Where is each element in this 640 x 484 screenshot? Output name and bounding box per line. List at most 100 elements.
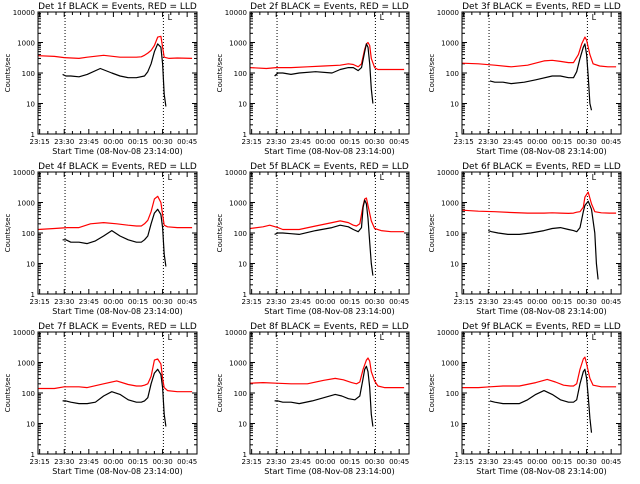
x-tick-label: 00:15 (128, 138, 148, 146)
y-tick-label: 10000 (225, 9, 247, 17)
x-tick-label: 23:45 (503, 458, 523, 466)
x-axis-label: Start Time (08-Nov-08 23:14:00) (264, 307, 394, 316)
x-axis-label: Start Time (08-Nov-08 23:14:00) (52, 147, 182, 156)
series-lld-line (462, 36, 617, 68)
plot-frame (249, 171, 410, 295)
x-axis-label: Start Time (08-Nov-08 23:14:00) (476, 147, 606, 156)
x-tick-label: 00:30 (576, 458, 596, 466)
y-tick-label: 10 (238, 101, 247, 109)
y-tick-label: 100 (234, 230, 247, 238)
flag-glyph: L (380, 173, 385, 182)
plot-frame (461, 331, 622, 455)
x-tick-label: 23:45 (79, 458, 99, 466)
x-tick-label: 23:45 (291, 298, 311, 306)
y-tick-label: 10000 (13, 9, 35, 17)
flag-glyph: L (380, 13, 385, 22)
x-tick-label: 23:15 (454, 138, 474, 146)
series-lld-line (250, 197, 405, 233)
y-tick-label: 10000 (13, 169, 35, 177)
y-tick-label: 1 (243, 451, 247, 459)
x-tick-label: 23:15 (454, 458, 474, 466)
y-tick-label: 1000 (17, 200, 35, 208)
y-tick-label: 100 (446, 70, 459, 78)
panel-title: Det 8f BLACK = Events, RED = LLD (250, 322, 409, 332)
y-tick-label: 1 (243, 131, 247, 139)
x-tick-label: 00:15 (340, 458, 360, 466)
x-tick-label: 23:15 (30, 298, 50, 306)
x-tick-label: 00:30 (576, 298, 596, 306)
flag-glyph: L (592, 333, 597, 342)
plot-frame (37, 171, 198, 295)
x-tick-label: 00:30 (576, 138, 596, 146)
series-events-line (62, 43, 167, 107)
x-tick-label: 23:30 (54, 458, 74, 466)
x-axis-label: Start Time (08-Nov-08 23:14:00) (476, 307, 606, 316)
y-tick-label: 1000 (229, 200, 247, 208)
y-tick-label: 1000 (229, 40, 247, 48)
x-tick-label: 00:00 (315, 458, 335, 466)
series-lld-line (462, 356, 617, 389)
x-tick-label: 00:15 (552, 298, 572, 306)
x-axis-label: Start Time (08-Nov-08 23:14:00) (476, 467, 606, 476)
panel-det-6f: Det 6f BLACK = Events, RED = LLD Counts/s… (428, 162, 622, 316)
series-lld-line (250, 41, 405, 71)
y-tick-label: 1000 (17, 360, 35, 368)
y-tick-label: 1 (31, 131, 35, 139)
y-tick-label: 100 (446, 230, 459, 238)
panel-det-7f: Det 7f BLACK = Events, RED = LLD Counts/s… (4, 322, 198, 476)
x-tick-label: 23:30 (54, 298, 74, 306)
y-tick-label: 10000 (437, 329, 459, 337)
x-tick-label: 00:45 (389, 138, 409, 146)
x-tick-label: 00:00 (315, 298, 335, 306)
y-tick-label: 1 (455, 131, 459, 139)
flag-glyph: L (168, 13, 173, 22)
y-tick-label: 1000 (441, 200, 459, 208)
series-events-line (489, 368, 593, 433)
x-tick-label: 23:45 (291, 458, 311, 466)
y-tick-label: 10000 (437, 9, 459, 17)
plot-frame (461, 11, 622, 135)
y-axis-label: Counts/sec (4, 214, 12, 253)
y-tick-label: 10 (238, 261, 247, 269)
x-tick-label: 23:30 (478, 298, 498, 306)
x-tick-label: 00:30 (364, 138, 384, 146)
x-tick-label: 23:30 (266, 138, 286, 146)
x-tick-label: 23:15 (242, 458, 262, 466)
y-tick-label: 10000 (13, 329, 35, 337)
plot-frame (249, 11, 410, 135)
x-tick-label: 00:30 (152, 458, 172, 466)
x-tick-label: 00:00 (527, 458, 547, 466)
panel-title: Det 1f BLACK = Events, RED = LLD (38, 2, 197, 12)
series-events-line (489, 43, 593, 111)
series-events-line (62, 368, 167, 427)
x-axis-label: Start Time (08-Nov-08 23:14:00) (264, 147, 394, 156)
panel-title: Det 5f BLACK = Events, RED = LLD (250, 162, 409, 172)
y-tick-label: 100 (446, 390, 459, 398)
x-tick-label: 23:15 (454, 298, 474, 306)
y-axis-label: Counts/sec (4, 374, 12, 413)
panel-title: Det 9f BLACK = Events, RED = LLD (462, 322, 621, 332)
plot-frame (37, 331, 198, 455)
panel-title: Det 6f BLACK = Events, RED = LLD (462, 162, 621, 172)
plot-frame (249, 331, 410, 455)
y-tick-label: 10000 (437, 169, 459, 177)
flag-glyph: L (592, 173, 597, 182)
x-tick-label: 23:15 (30, 458, 50, 466)
x-tick-label: 00:00 (527, 298, 547, 306)
series-events-line (274, 365, 374, 427)
panel-det-5f: Det 5f BLACK = Events, RED = LLD Counts/s… (216, 162, 410, 316)
series-lld-line (462, 191, 617, 214)
y-axis-label: Counts/sec (216, 214, 224, 253)
x-tick-label: 00:00 (103, 138, 123, 146)
x-tick-label: 23:45 (503, 298, 523, 306)
y-tick-label: 100 (22, 230, 35, 238)
x-tick-label: 00:00 (527, 138, 547, 146)
x-tick-label: 00:45 (177, 458, 197, 466)
x-axis-label: Start Time (08-Nov-08 23:14:00) (264, 467, 394, 476)
flag-glyph: L (168, 333, 173, 342)
x-tick-label: 00:30 (152, 298, 172, 306)
x-tick-label: 00:15 (552, 138, 572, 146)
x-tick-label: 23:30 (54, 138, 74, 146)
